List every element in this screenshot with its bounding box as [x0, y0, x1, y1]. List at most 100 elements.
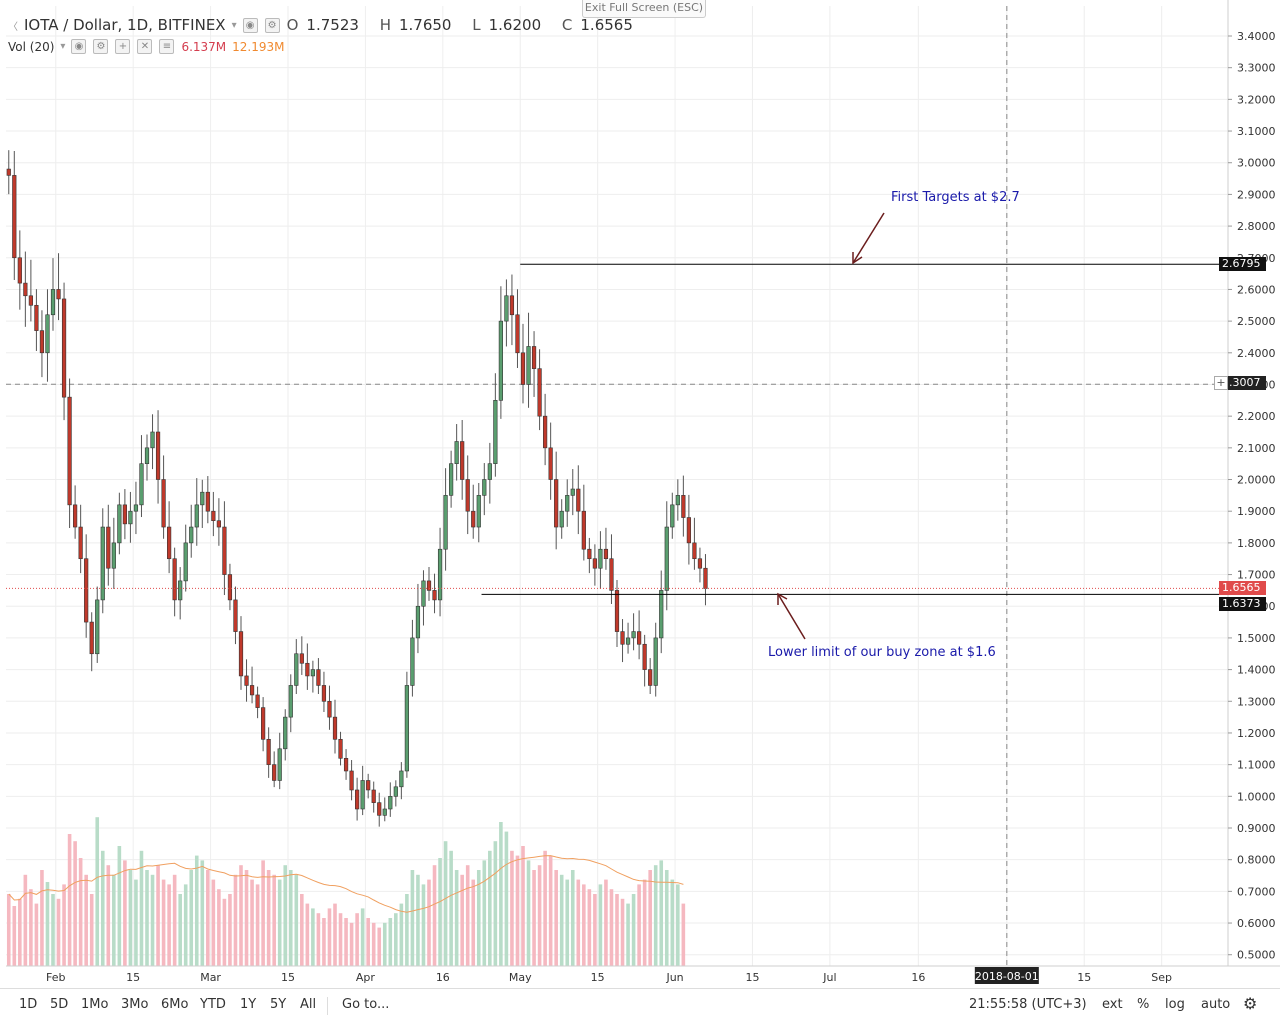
candle-body: [614, 590, 620, 632]
first-target-annotation[interactable]: First Targets at $2.7: [891, 190, 1020, 205]
candle-body: [526, 346, 531, 385]
volume-bar: [587, 889, 592, 966]
candle-body: [111, 542, 116, 569]
volume-bar: [228, 894, 232, 966]
exit-fullscreen-button[interactable]: Exit Full Screen (ESC): [582, 0, 706, 18]
candle-body: [6, 168, 11, 176]
volume-bar: [84, 874, 88, 966]
candle-body: [150, 431, 155, 449]
range-3mo[interactable]: 3Mo: [121, 997, 149, 1012]
candle-body: [133, 504, 139, 512]
candle-body: [548, 447, 553, 480]
candle-body: [294, 653, 299, 686]
auto-toggle[interactable]: auto: [1201, 997, 1231, 1012]
volume-bar: [664, 870, 669, 966]
volume-bar: [432, 865, 437, 966]
candle-body: [537, 368, 542, 417]
volume-bar: [482, 860, 487, 966]
candle-body: [686, 517, 691, 544]
range-all[interactable]: All: [300, 997, 317, 1012]
chevron-down-icon[interactable]: ▾: [60, 41, 66, 52]
range-5y[interactable]: 5Y: [270, 997, 287, 1012]
volume-bar: [532, 870, 536, 966]
candle-body: [155, 431, 161, 480]
candle-body: [205, 491, 210, 512]
x-tick-label: 16: [911, 971, 925, 984]
candle-body: [338, 738, 343, 759]
percent-toggle[interactable]: %: [1137, 997, 1150, 1012]
eye-icon[interactable]: ◉: [242, 17, 258, 33]
crosshair-plus-icon[interactable]: +: [1214, 376, 1228, 390]
candle-body: [681, 495, 686, 518]
buy-zone-annotation[interactable]: Lower limit of our buy zone at $1.6: [768, 645, 996, 660]
settings-gear-icon[interactable]: ⚙: [1243, 994, 1258, 1013]
candle-body: [520, 352, 526, 385]
price-axis: 3.4000 3.3000 3.2000 3.1000 3.0000 2.9000 2.80…: [1227, 0, 1276, 966]
range-5d[interactable]: 5D: [50, 997, 69, 1012]
y-tick-label: 0.6000: [1237, 917, 1276, 930]
range-1y[interactable]: 1Y: [240, 997, 257, 1012]
volume-bar: [134, 879, 138, 966]
candle-body: [559, 510, 564, 528]
volume-bar: [360, 908, 365, 966]
buy-zone-arrow: [777, 593, 806, 640]
chevron-down-icon[interactable]: ▾: [231, 19, 237, 31]
candle-body: [161, 479, 166, 528]
volume-label[interactable]: Vol (20): [8, 39, 55, 54]
volume-bar: [626, 903, 630, 966]
volume-bar: [366, 918, 370, 966]
goto-button[interactable]: Go to...: [342, 997, 390, 1012]
y-tick-label: 1.3000: [1237, 695, 1276, 708]
y-tick-label: 1.9000: [1237, 505, 1276, 518]
range-6mo[interactable]: 6Mo: [161, 997, 189, 1012]
candle-body: [543, 415, 548, 449]
candle-body: [504, 295, 509, 322]
y-tick-label: 3.1000: [1237, 125, 1276, 138]
price-chart[interactable]: 3.4000 3.3000 3.2000 3.1000 3.0000 2.9000 2.80…: [0, 0, 1280, 988]
y-tick-label: 1.8000: [1237, 537, 1276, 550]
candle-body: [631, 631, 636, 639]
x-tick-label: Sep: [1151, 971, 1172, 984]
x-tick-label: 16: [436, 971, 450, 984]
settings-icon[interactable]: ⚙: [264, 17, 280, 33]
volume-bar: [139, 850, 144, 966]
volume-bar: [438, 858, 442, 966]
volume-bar: [388, 918, 393, 966]
volume-bar: [382, 922, 387, 966]
settings-icon[interactable]: ⚙: [93, 39, 109, 54]
volume-bar: [582, 884, 586, 966]
ext-toggle[interactable]: ext: [1102, 997, 1123, 1012]
volume-bar: [316, 913, 321, 966]
more-icon[interactable]: ≡: [159, 39, 175, 54]
volume-bar: [604, 879, 608, 966]
eye-icon[interactable]: ◉: [71, 39, 87, 54]
volume-bar: [449, 850, 453, 966]
candle-body: [288, 685, 293, 718]
range-ytd[interactable]: YTD: [200, 997, 226, 1012]
volume-bar: [167, 884, 171, 966]
add-icon[interactable]: +: [115, 39, 131, 54]
range-1d[interactable]: 1D: [19, 997, 38, 1012]
volume-bar: [217, 889, 221, 966]
x-tick-label: 15: [591, 971, 605, 984]
volume-bar: [206, 870, 210, 966]
volume-bar: [410, 870, 415, 966]
y-tick-label: 1.2000: [1237, 727, 1276, 740]
candle-body: [56, 289, 61, 300]
volume-bar: [510, 850, 514, 966]
candle-body: [592, 558, 597, 569]
close-icon[interactable]: ✕: [137, 39, 153, 54]
collapse-icon[interactable]: 〈: [8, 21, 18, 33]
x-tick-label: May: [509, 971, 532, 984]
clock[interactable]: 21:55:58 (UTC+3): [969, 997, 1087, 1012]
volume-bar: [338, 913, 343, 966]
range-1mo[interactable]: 1Mo: [81, 997, 109, 1012]
candle-body: [122, 504, 127, 525]
volume-bar: [300, 894, 304, 966]
candle-body: [139, 463, 144, 506]
symbol-title[interactable]: IOTA / Dollar, 1D, BITFINEX: [24, 16, 226, 34]
candle-body: [587, 548, 592, 560]
volume-bar: [465, 865, 470, 966]
candle-body: [637, 631, 642, 645]
log-toggle[interactable]: log: [1165, 997, 1185, 1012]
